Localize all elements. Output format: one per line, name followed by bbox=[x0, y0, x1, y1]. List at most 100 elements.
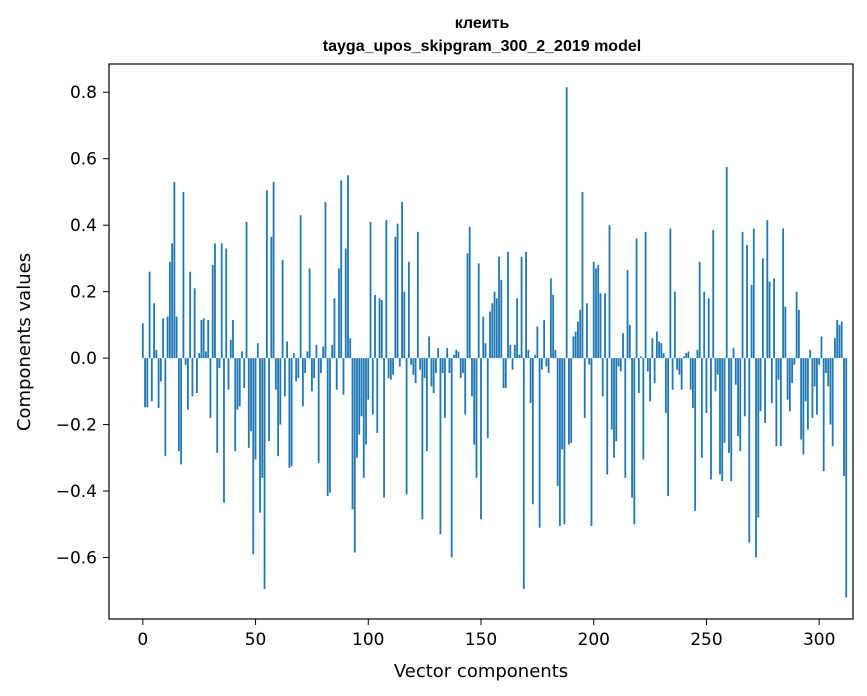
bar bbox=[764, 358, 766, 423]
bar bbox=[579, 309, 582, 359]
bar bbox=[723, 358, 726, 443]
bar bbox=[586, 303, 588, 359]
bar bbox=[766, 220, 769, 359]
bar bbox=[773, 278, 775, 359]
bar bbox=[570, 358, 573, 443]
bar bbox=[834, 338, 836, 359]
bar bbox=[207, 319, 210, 359]
bar bbox=[274, 358, 277, 390]
bar bbox=[804, 358, 807, 402]
bar bbox=[498, 256, 500, 359]
bar bbox=[529, 358, 532, 403]
bar bbox=[464, 358, 467, 415]
bars-group bbox=[141, 87, 848, 598]
bar bbox=[385, 220, 388, 359]
bar bbox=[301, 358, 304, 407]
bar bbox=[259, 358, 261, 513]
bar bbox=[322, 346, 325, 359]
bar bbox=[432, 358, 435, 394]
bar bbox=[374, 294, 376, 359]
chart-subtitle: tayga_upos_skipgram_300_2_2019 model bbox=[323, 38, 641, 55]
bar bbox=[538, 358, 541, 528]
bar bbox=[667, 358, 670, 497]
bar bbox=[725, 167, 728, 359]
bar bbox=[353, 358, 356, 553]
bar bbox=[719, 358, 721, 475]
bar bbox=[288, 358, 291, 468]
bar bbox=[683, 356, 685, 359]
bar bbox=[840, 321, 843, 359]
bar bbox=[786, 358, 789, 400]
bar bbox=[660, 343, 663, 359]
x-tick-label: 300 bbox=[803, 630, 835, 650]
bar bbox=[547, 358, 550, 374]
bar bbox=[825, 358, 827, 374]
bar bbox=[250, 358, 252, 432]
bar bbox=[698, 261, 701, 359]
x-tick-label: 250 bbox=[690, 630, 722, 650]
bar bbox=[144, 358, 146, 408]
bar bbox=[394, 236, 397, 359]
bar bbox=[631, 358, 633, 498]
bar bbox=[358, 358, 361, 435]
bar bbox=[518, 354, 521, 359]
bar bbox=[189, 271, 192, 359]
bar bbox=[450, 358, 453, 558]
bar bbox=[448, 358, 451, 374]
bar bbox=[800, 358, 803, 440]
bar bbox=[265, 190, 268, 359]
bar bbox=[565, 87, 568, 359]
bar bbox=[437, 348, 440, 359]
bar bbox=[549, 278, 552, 359]
bar bbox=[757, 358, 760, 518]
bar bbox=[466, 253, 469, 359]
bar bbox=[495, 298, 498, 359]
bar bbox=[462, 358, 464, 374]
bar bbox=[317, 358, 320, 463]
bar bbox=[234, 358, 237, 452]
bar bbox=[344, 248, 347, 359]
bar bbox=[791, 358, 794, 384]
y-tick-label: 0.4 bbox=[70, 216, 97, 236]
bar bbox=[597, 265, 600, 359]
bar bbox=[637, 358, 640, 394]
y-axis-ticks: −0.6 −0.4 −0.2 0.0 0.2 0.4 0.6 0.8 bbox=[56, 83, 109, 569]
bar bbox=[238, 358, 241, 407]
bar bbox=[146, 358, 149, 408]
y-tick-label: −0.2 bbox=[56, 416, 97, 436]
bar bbox=[216, 358, 219, 453]
bar bbox=[396, 223, 399, 359]
bar bbox=[701, 358, 703, 458]
bar bbox=[180, 358, 183, 465]
bar bbox=[401, 201, 403, 359]
bar bbox=[795, 291, 798, 359]
bar bbox=[707, 298, 710, 359]
bar bbox=[827, 358, 830, 387]
bar bbox=[613, 358, 615, 458]
bar bbox=[687, 351, 690, 359]
bar bbox=[277, 358, 279, 457]
bar bbox=[750, 285, 753, 359]
bar bbox=[360, 358, 363, 417]
bar bbox=[545, 358, 548, 367]
y-axis-label: Components values bbox=[14, 253, 35, 431]
bar bbox=[624, 358, 627, 478]
bar bbox=[635, 238, 638, 359]
bar bbox=[536, 326, 539, 359]
bar bbox=[378, 298, 381, 359]
x-tick-label: 200 bbox=[578, 630, 610, 650]
bar bbox=[504, 358, 507, 389]
bar bbox=[640, 356, 642, 359]
bar bbox=[477, 263, 480, 359]
bar bbox=[331, 344, 334, 359]
bar bbox=[809, 349, 812, 359]
bar bbox=[428, 336, 431, 359]
bar bbox=[329, 358, 331, 493]
bar bbox=[581, 191, 584, 359]
bar bbox=[283, 358, 286, 397]
bar bbox=[669, 228, 672, 359]
x-tick-label: 100 bbox=[352, 630, 384, 650]
bar bbox=[196, 358, 198, 394]
bar bbox=[543, 319, 546, 359]
bar bbox=[779, 358, 782, 447]
